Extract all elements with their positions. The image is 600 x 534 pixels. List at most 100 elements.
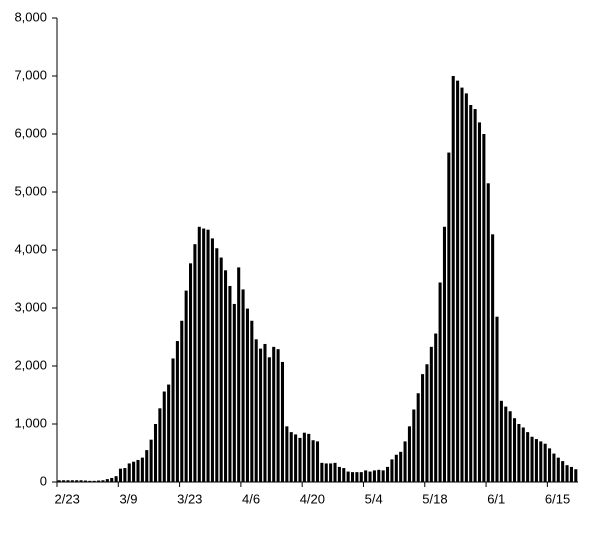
bar (482, 134, 486, 482)
bar (399, 451, 403, 482)
bar (425, 364, 429, 482)
bar (276, 349, 280, 482)
bar (184, 290, 188, 482)
y-tick-label: 7,000 (14, 67, 47, 82)
x-tick-label: 5/4 (365, 491, 383, 506)
x-tick-label: 6/15 (545, 491, 570, 506)
bar (543, 443, 547, 482)
bar (324, 463, 328, 482)
bar (232, 303, 236, 482)
bar (552, 453, 556, 482)
bar (193, 244, 197, 482)
bar (407, 426, 411, 482)
y-tick-label: 2,000 (14, 357, 47, 372)
bar (215, 248, 219, 482)
bar (473, 109, 477, 482)
bar (158, 408, 162, 482)
bar (333, 462, 337, 482)
bar (105, 479, 109, 482)
bar (57, 480, 61, 482)
bar (486, 183, 490, 483)
bar (539, 441, 543, 482)
bar (377, 469, 381, 482)
bar (438, 282, 442, 482)
bar (189, 263, 193, 482)
bar (477, 122, 482, 483)
x-tick-label: 2/23 (55, 491, 80, 506)
bar (469, 105, 473, 482)
bar (219, 257, 223, 482)
bar (530, 436, 534, 482)
bar (574, 469, 578, 482)
y-tick-label: 5,000 (14, 183, 47, 198)
bar (153, 424, 158, 482)
bar (118, 468, 123, 482)
bar (88, 480, 92, 482)
x-tick-label: 3/23 (177, 491, 202, 506)
bar (114, 476, 118, 482)
bar (75, 480, 79, 482)
bar (329, 463, 333, 482)
bar (298, 437, 302, 482)
bar (315, 441, 320, 482)
y-tick-label: 0 (40, 473, 47, 488)
bar (311, 440, 315, 482)
bar (267, 357, 271, 482)
bar (250, 320, 254, 482)
bar (512, 418, 517, 482)
bar (355, 472, 359, 482)
bar (381, 470, 385, 482)
bar (132, 461, 136, 482)
y-tick-label: 3,000 (14, 299, 47, 314)
bar (372, 470, 376, 482)
bar (517, 424, 521, 482)
bar (92, 480, 96, 482)
bar (263, 343, 267, 482)
bar (136, 459, 140, 482)
bar (451, 76, 455, 482)
bar (350, 472, 355, 482)
bar (149, 439, 153, 482)
bar (210, 238, 214, 482)
bar (206, 229, 210, 482)
bar (499, 400, 503, 482)
bar (167, 384, 171, 482)
y-tick-label: 6,000 (14, 125, 47, 140)
bar (294, 434, 298, 482)
bar (464, 93, 468, 483)
bar (83, 480, 87, 482)
bar (421, 374, 425, 482)
bar (521, 427, 525, 482)
bar (97, 480, 101, 482)
x-tick-label: 3/9 (119, 491, 137, 506)
bar (495, 316, 499, 482)
bar (202, 228, 206, 482)
bar (70, 480, 74, 482)
bar (254, 339, 258, 482)
bar (307, 433, 311, 482)
bar (456, 80, 460, 482)
bar (548, 448, 552, 482)
y-tick-label: 8,000 (14, 9, 47, 24)
bar (342, 468, 346, 482)
bar (556, 457, 560, 482)
y-tick-label: 1,000 (14, 415, 47, 430)
bar (66, 480, 70, 482)
bar (140, 457, 144, 482)
bar (364, 470, 368, 482)
bar (403, 441, 407, 482)
bar (272, 346, 276, 482)
bar (123, 468, 127, 482)
bar (394, 454, 398, 482)
bar (180, 320, 184, 482)
bar (526, 432, 530, 482)
bar (569, 466, 573, 482)
bar (565, 465, 569, 482)
bar (302, 432, 306, 482)
bar (447, 152, 451, 482)
bar (224, 270, 228, 482)
bar (429, 346, 433, 482)
bar (337, 466, 341, 482)
